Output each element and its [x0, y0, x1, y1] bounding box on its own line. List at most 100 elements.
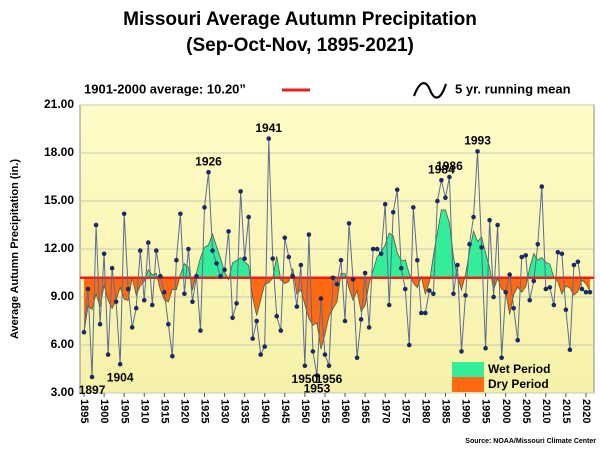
data-point	[439, 177, 444, 183]
data-point	[455, 262, 460, 268]
x-tick-label: 1930	[219, 399, 231, 423]
data-point	[153, 248, 159, 253]
annotation: 1950	[292, 372, 319, 386]
data-point	[374, 246, 380, 252]
data-point	[443, 195, 448, 201]
data-point	[338, 257, 344, 263]
dry-legend-swatch	[452, 377, 484, 392]
data-point	[182, 291, 187, 297]
data-point	[503, 289, 508, 295]
x-tick-label: 2015	[560, 399, 572, 423]
x-tick-label: 1955	[319, 399, 331, 423]
annotation: 1986	[436, 159, 463, 173]
y-tick-label: 3.00	[51, 385, 75, 399]
annotation: 1956	[316, 372, 343, 386]
data-point	[133, 305, 139, 311]
data-point	[93, 222, 99, 228]
data-point	[447, 174, 452, 180]
data-point	[137, 248, 143, 253]
data-point	[527, 297, 533, 303]
chart-subtitle: (Sep-Oct-Nov, 1895-2021)	[186, 35, 414, 56]
data-point	[499, 355, 504, 361]
dry-area	[84, 277, 590, 350]
data-point	[89, 374, 95, 380]
x-tick-label: 1905	[118, 399, 130, 423]
data-point	[298, 262, 304, 268]
average-label: 1901-2000 average: 10.20”	[84, 81, 246, 96]
data-point	[234, 301, 239, 306]
annotation: 1993	[464, 134, 491, 148]
data-point	[515, 337, 521, 343]
data-point	[467, 241, 472, 247]
data-point	[250, 336, 255, 341]
data-point	[583, 289, 589, 295]
data-point	[302, 363, 308, 369]
annotation: 1897	[79, 383, 106, 397]
data-point	[326, 363, 332, 369]
x-tick-label: 1895	[78, 399, 90, 423]
data-point	[162, 289, 167, 295]
data-point	[539, 184, 545, 189]
data-point	[101, 251, 107, 257]
data-point	[121, 211, 127, 217]
data-point	[306, 232, 312, 237]
data-point	[362, 270, 368, 276]
data-point	[310, 349, 316, 354]
data-point	[258, 352, 264, 357]
data-point	[471, 214, 476, 220]
data-point	[423, 310, 428, 316]
data-point	[294, 304, 300, 309]
running-mean-label: 5 yr. running mean	[455, 81, 571, 96]
data-point	[198, 328, 203, 333]
data-point	[290, 273, 296, 279]
dry-legend-label: Dry Period	[488, 377, 549, 391]
data-point	[322, 352, 328, 357]
data-point	[129, 325, 135, 330]
x-tick-label: 2005	[520, 399, 532, 423]
data-point	[483, 345, 488, 351]
x-tick-label: 1995	[480, 399, 492, 423]
data-point	[567, 347, 573, 353]
data-point	[314, 373, 320, 378]
data-point	[543, 286, 549, 292]
x-tick-label: 1975	[399, 399, 411, 423]
data-point	[459, 349, 464, 354]
data-point	[145, 240, 151, 245]
annotation: 1941	[255, 121, 282, 135]
wet-legend-swatch	[452, 362, 484, 377]
data-point	[206, 169, 211, 175]
data-point	[254, 318, 259, 324]
data-point	[402, 286, 408, 292]
data-point	[571, 262, 577, 268]
x-tick-label: 1985	[440, 399, 452, 423]
data-point	[451, 291, 456, 297]
data-point	[149, 302, 155, 308]
data-point	[186, 246, 191, 252]
data-point	[386, 302, 392, 308]
data-point	[394, 187, 400, 193]
y-tick-label: 12.00	[44, 241, 74, 255]
data-point	[427, 288, 432, 293]
data-point	[113, 299, 119, 305]
data-point	[334, 281, 340, 287]
data-point	[109, 265, 115, 271]
data-point	[555, 249, 561, 255]
data-point	[487, 217, 492, 223]
data-point	[218, 273, 223, 279]
x-tick-label: 1900	[98, 399, 110, 423]
data-point	[117, 361, 123, 367]
data-point	[158, 273, 163, 279]
data-point	[246, 214, 251, 220]
wet-area	[84, 209, 590, 278]
data-point	[214, 261, 219, 266]
data-point	[85, 286, 91, 292]
annotation: 1904	[107, 370, 134, 384]
data-point	[406, 342, 412, 348]
x-tick-label: 1925	[199, 399, 211, 423]
data-point	[415, 257, 420, 263]
data-point	[350, 277, 356, 282]
data-point	[105, 352, 111, 357]
x-tick-label: 1940	[259, 399, 271, 423]
data-point	[81, 329, 87, 335]
data-point	[141, 297, 147, 303]
